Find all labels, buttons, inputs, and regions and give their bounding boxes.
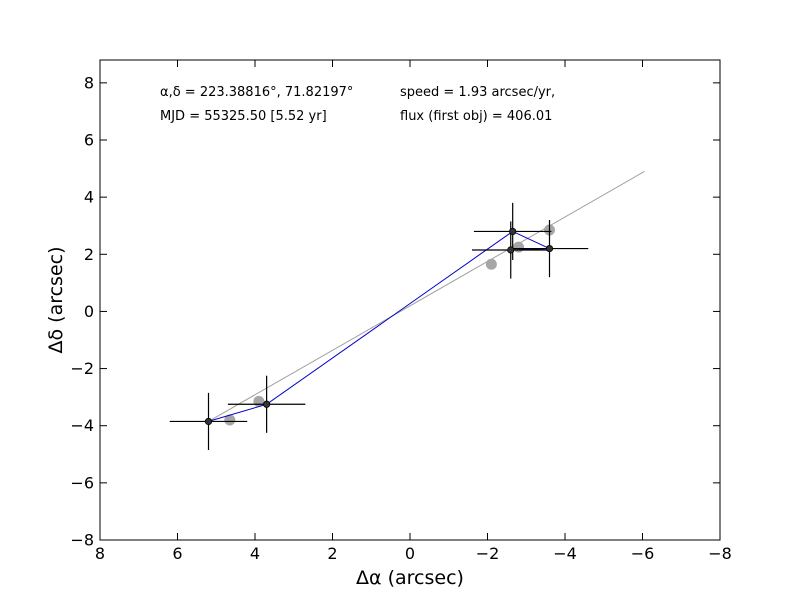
x-tick-label: −6: [631, 544, 655, 563]
y-tick-label: −6: [70, 473, 94, 492]
observed-point: [509, 227, 517, 236]
annotation-flux: flux (first obj) = 406.01: [400, 109, 552, 124]
fit-line: [208, 170, 645, 422]
x-tick-label: 2: [327, 544, 337, 563]
x-tick-label: 8: [95, 544, 105, 563]
annotation-mjd: MJD = 55325.50 [5.52 yr]: [160, 109, 327, 124]
model-point: [513, 241, 524, 253]
y-tick-label: 4: [84, 188, 94, 207]
observed-path: [208, 230, 550, 422]
x-tick-label: 6: [172, 544, 182, 563]
y-tick-label: 8: [84, 73, 94, 92]
model-point: [485, 258, 497, 270]
plot-marks: [169, 170, 645, 450]
y-tick-label: −8: [70, 531, 94, 550]
observed-point: [507, 246, 515, 254]
annotation-speed: speed = 1.93 arcsec/yr,: [400, 85, 555, 100]
x-tick-label: 0: [405, 544, 415, 563]
x-tick-label: −8: [708, 544, 732, 563]
y-axis-label: Δδ (arcsec): [45, 246, 67, 353]
observed-point: [204, 417, 213, 426]
y-tick-label: 2: [84, 245, 94, 264]
plot-frame: [99, 59, 721, 541]
x-tick-label: −2: [476, 544, 500, 563]
y-tick-label: −4: [70, 416, 94, 435]
axis-ticks: 8 6 4 2 0 −2 −4 −6 −8 −8 −6 −4 −2 0 2 4 6 8: [70, 60, 732, 563]
y-tick-label: −2: [70, 359, 94, 378]
y-tick-label: 0: [84, 302, 94, 321]
x-tick-label: 4: [250, 544, 260, 563]
annotation-coords: α,δ = 223.38816°, 71.82197°: [160, 85, 353, 100]
model-point: [224, 414, 236, 426]
x-tick-label: −4: [553, 544, 577, 563]
y-tick-label: 6: [84, 131, 94, 150]
x-axis-label: Δα (arcsec): [356, 567, 464, 589]
observed-point: [545, 244, 554, 253]
observed-point: [263, 400, 271, 408]
